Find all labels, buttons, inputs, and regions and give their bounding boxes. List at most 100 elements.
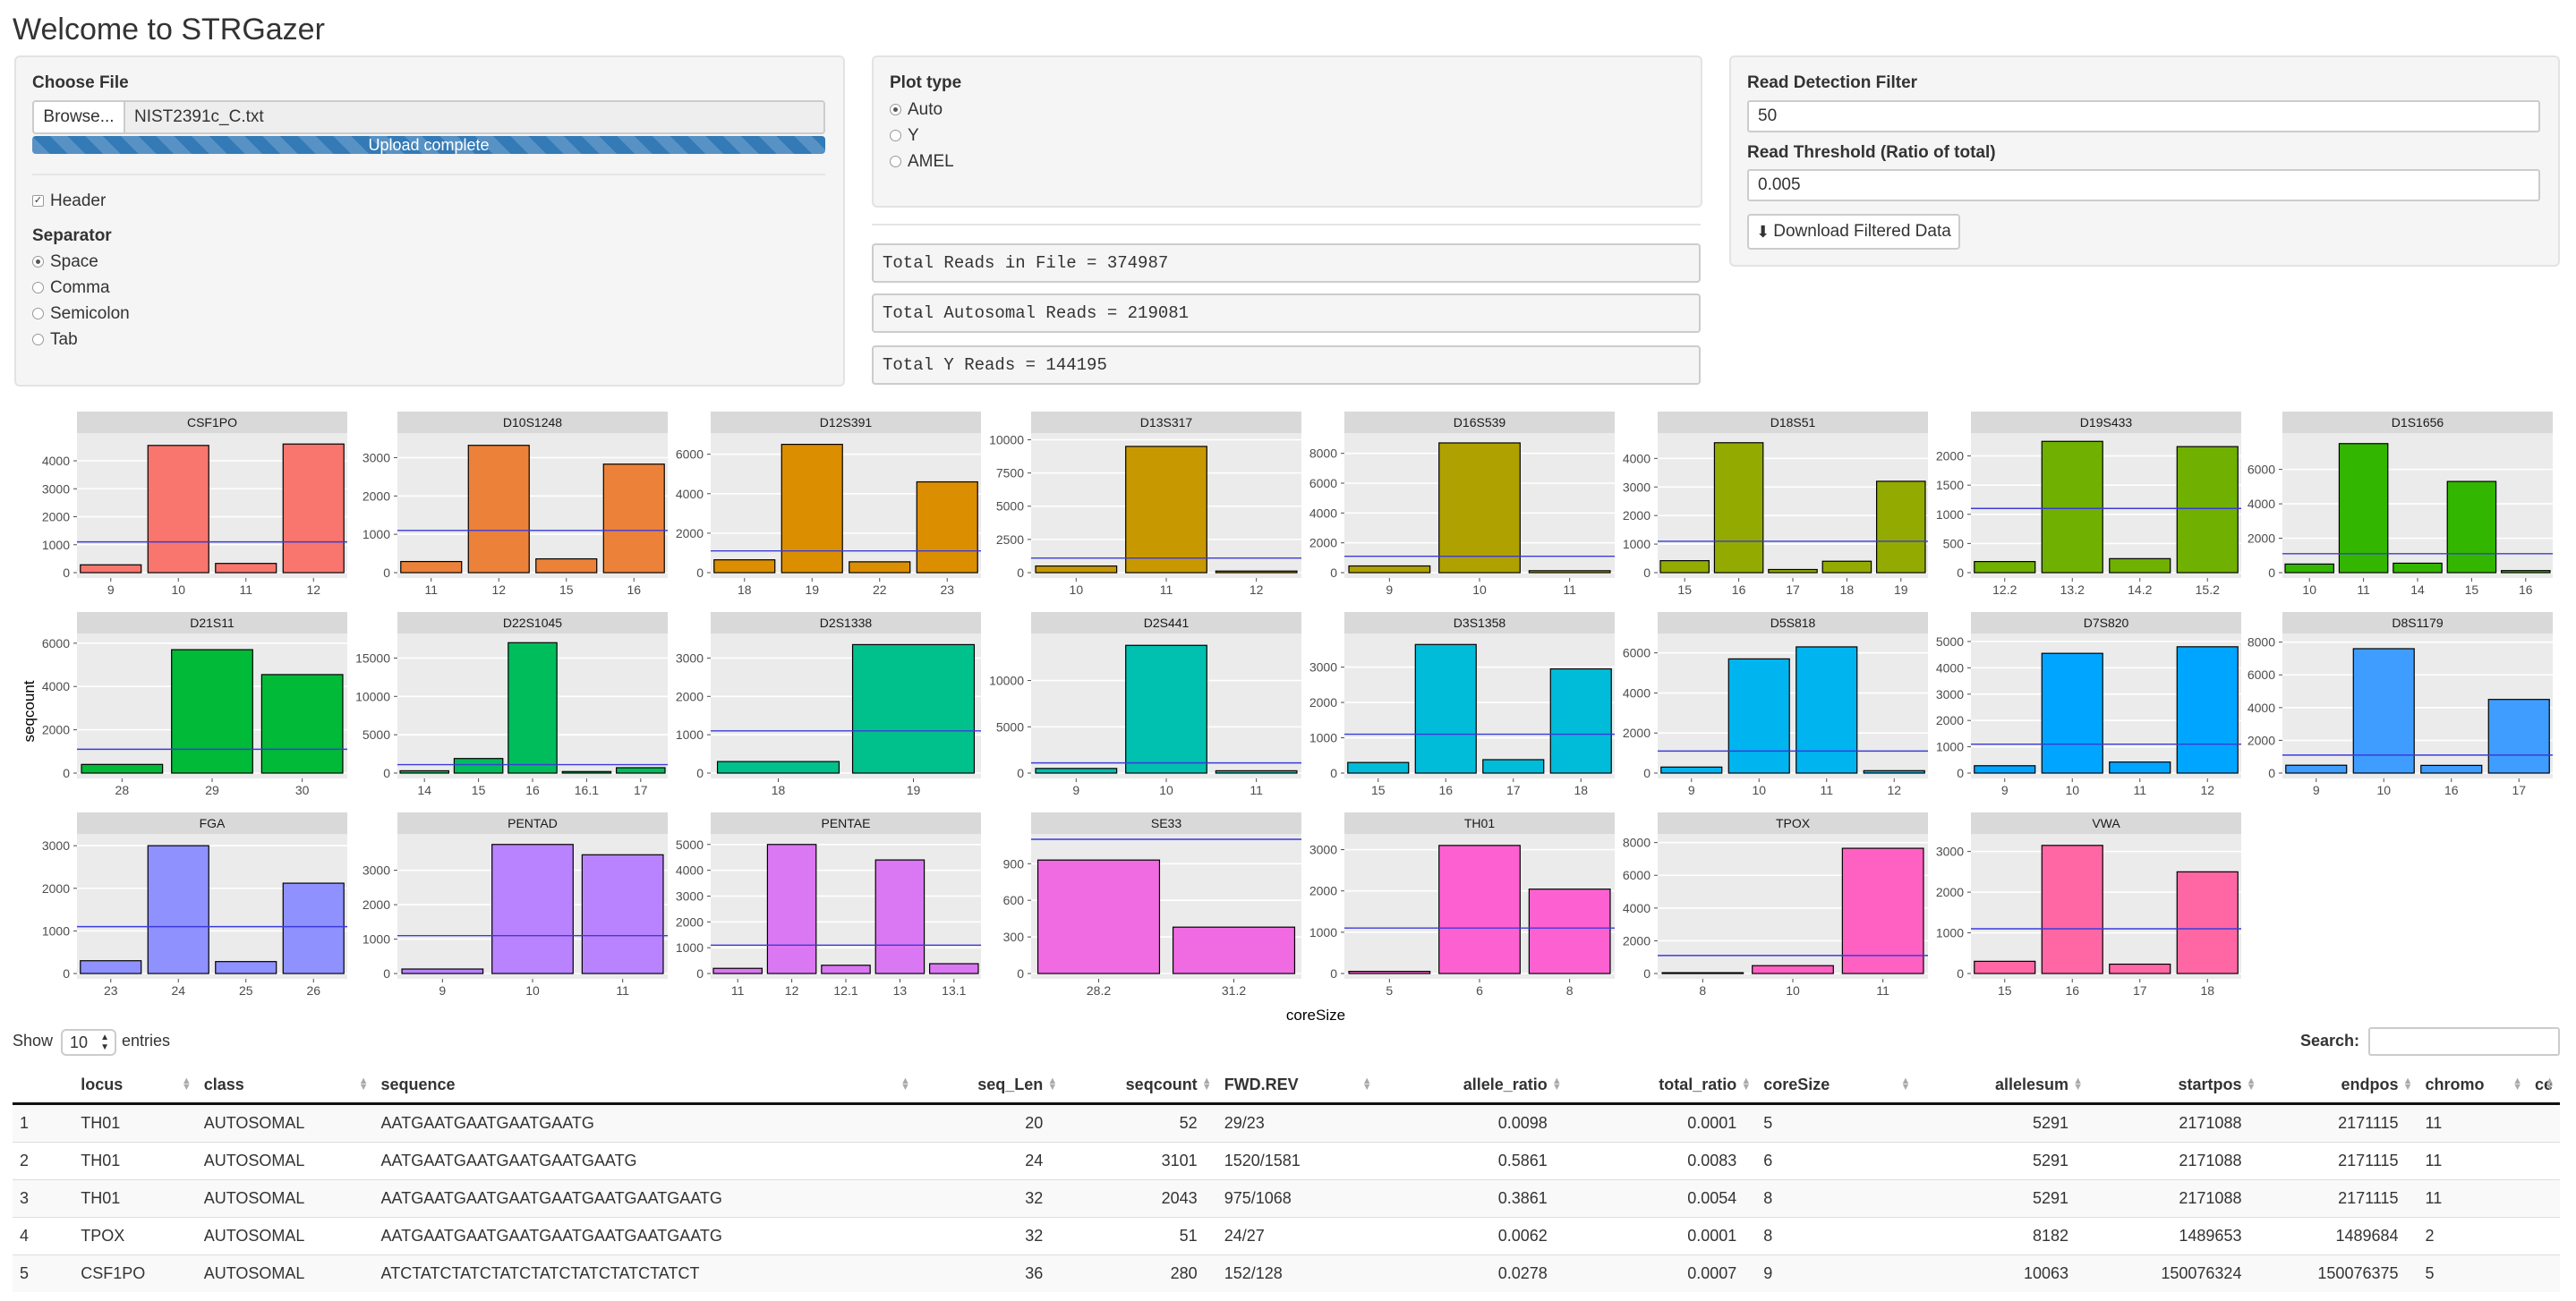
facet-strip-label: D5S818 xyxy=(1770,616,1816,630)
y-tick-label: 6000 xyxy=(1309,476,1337,490)
download-icon: ⬇ xyxy=(1756,222,1770,241)
col-sequence-header[interactable]: sequence ▲ ▼ xyxy=(373,1067,916,1105)
browse-button[interactable]: Browse... xyxy=(32,100,125,134)
bar xyxy=(874,859,925,974)
x-tick-label: 18 xyxy=(1574,783,1588,797)
y-tick-label: 3000 xyxy=(1623,480,1651,494)
table-cell-startpos: 150076324 xyxy=(2088,1254,2262,1292)
col-locus-header[interactable]: locus ▲ ▼ xyxy=(73,1067,197,1105)
table-cell-startpos: 2171088 xyxy=(2088,1142,2262,1180)
x-tick-label: 28 xyxy=(115,783,130,797)
x-tick-label: 10 xyxy=(1786,983,1800,998)
col-fwdrev-header[interactable]: FWD.REV ▲ ▼ xyxy=(1216,1067,1378,1105)
bar xyxy=(260,674,344,774)
y-tick-label: 3000 xyxy=(1936,845,1964,859)
col-label: total_ratio xyxy=(1659,1075,1737,1093)
col-allelesum-header[interactable]: allelesum ▲ ▼ xyxy=(1915,1067,2089,1105)
bar xyxy=(2109,761,2171,774)
separator-radio-tab[interactable] xyxy=(32,334,44,345)
bar xyxy=(508,642,558,774)
upload-progress-bar: Upload complete xyxy=(32,136,825,154)
sort-icon: ▲ ▼ xyxy=(1900,1076,1911,1093)
bar xyxy=(780,444,843,574)
facet-strip-label: D19S433 xyxy=(2080,415,2133,429)
facet-panel: D8S1179 0 2000 4000 6000 8000 9 10 16 17 xyxy=(2248,612,2553,797)
y-tick-label: 15000 xyxy=(355,650,390,665)
x-tick-label: 12 xyxy=(1887,783,1901,797)
x-tick-label: 14 xyxy=(417,783,431,797)
col-class-header[interactable]: class ▲ ▼ xyxy=(196,1067,374,1105)
facet-panel: SE33 0 300 600 900 28.2 31.2 xyxy=(1003,812,1301,998)
x-tick-label: 12.1 xyxy=(833,983,857,998)
table-cell-allele_ratio: 0.5861 xyxy=(1377,1142,1567,1180)
bar xyxy=(1438,845,1521,974)
download-filtered-button[interactable]: ⬇ Download Filtered Data xyxy=(1747,214,1960,250)
x-tick-label: 12 xyxy=(2200,783,2214,797)
table-cell-allele_ratio: 0.0062 xyxy=(1377,1217,1567,1255)
table-row: 1 TH01 AUTOSOMAL AATGAATGAATGAATGAATG 20 52 29… xyxy=(13,1103,2560,1143)
bar xyxy=(851,643,976,774)
sort-icon: ▲ ▼ xyxy=(2512,1076,2522,1093)
facet-panel: FGA 0 1000 2000 3000 23 24 25 26 xyxy=(42,812,347,998)
facet-strip-label: SE33 xyxy=(1151,816,1181,830)
col-total-ratio-header[interactable]: total_ratio ▲ ▼ xyxy=(1566,1067,1757,1105)
y-tick-label: 0 xyxy=(1957,565,1964,580)
sort-icon: ▲ ▼ xyxy=(1361,1076,1372,1093)
entries-select[interactable]: 10 ▲ ▼ xyxy=(61,1029,116,1056)
facet-panel: D13S317 0 2500 5000 7500 10000 10 11 12 xyxy=(989,412,1301,597)
x-tick-label: 9 xyxy=(1688,783,1695,797)
x-tick-label: 18 xyxy=(1840,582,1855,597)
col-allele-ratio-header[interactable]: allele_ratio ▲ ▼ xyxy=(1377,1067,1567,1105)
table-cell-allelesum: 5291 xyxy=(1915,1179,2089,1218)
y-tick-label: 900 xyxy=(1003,856,1025,871)
table-search-input[interactable] xyxy=(2368,1027,2560,1056)
table-cell-startpos: 2171088 xyxy=(2088,1103,2262,1143)
bar xyxy=(2176,871,2239,974)
separator-radio-comma[interactable] xyxy=(32,282,44,293)
facet-strip xyxy=(1971,612,2241,633)
bar xyxy=(1172,926,1296,974)
sort-icon: ▲ ▼ xyxy=(1047,1076,1058,1093)
facet-strip xyxy=(77,812,347,834)
y-tick-label: 2000 xyxy=(2248,531,2275,546)
bar xyxy=(2041,652,2103,774)
table-cell-FWD.REV: 1520/1581 xyxy=(1216,1142,1378,1180)
divider xyxy=(872,224,1701,225)
x-tick-label: 5 xyxy=(1386,983,1393,998)
header-checkbox[interactable]: ✓ xyxy=(32,195,44,207)
plot-type-option-y: Y xyxy=(908,126,919,145)
plot-type-radio-y[interactable] xyxy=(890,130,901,141)
x-tick-label: 15 xyxy=(559,582,574,597)
y-tick-label: 1000 xyxy=(42,538,70,552)
plot-type-radio-amel[interactable] xyxy=(890,156,901,167)
x-tick-label: 16 xyxy=(2519,582,2533,597)
table-header-row: locus ▲ ▼ class ▲ ▼ sequence ▲ ▼ seq_Len ▲ ▼ seq… xyxy=(13,1067,2560,1105)
x-tick-label: 10 xyxy=(2065,783,2079,797)
read-threshold-input[interactable]: 0.005 xyxy=(1747,169,2540,201)
separator-radio-semicolon[interactable] xyxy=(32,308,44,319)
y-tick-label: 1000 xyxy=(1936,507,1964,522)
col-seqlen-header[interactable]: seq_Len ▲ ▼ xyxy=(915,1067,1063,1105)
col-ce-header[interactable]: ce ▲ ▼ xyxy=(2527,1067,2560,1105)
y-tick-label: 2000 xyxy=(676,526,704,540)
y-tick-label: 2000 xyxy=(42,881,70,896)
x-tick-label: 9 xyxy=(1072,783,1079,797)
separator-label: Separator xyxy=(32,226,112,245)
col-coresize-header[interactable]: coreSize ▲ ▼ xyxy=(1756,1067,1916,1105)
plot-type-radio-auto[interactable] xyxy=(890,104,901,115)
entries-label: entries xyxy=(122,1032,171,1050)
read-detection-input[interactable]: 50 xyxy=(1747,100,2540,132)
col-seqcount-header[interactable]: seqcount ▲ ▼ xyxy=(1062,1067,1217,1105)
x-tick-label: 9 xyxy=(439,983,446,998)
facet-strip-label: D2S441 xyxy=(1144,616,1190,630)
col-endpos-header[interactable]: endpos ▲ ▼ xyxy=(2261,1067,2418,1105)
table-cell-chromo: 2 xyxy=(2418,1217,2528,1255)
table-cell-total_ratio: 0.0007 xyxy=(1566,1254,1757,1292)
y-tick-label: 4000 xyxy=(2248,701,2275,715)
y-tick-label: 5000 xyxy=(996,719,1024,734)
col-startpos-header[interactable]: startpos ▲ ▼ xyxy=(2088,1067,2262,1105)
bar xyxy=(1348,970,1431,974)
col-chromo-header[interactable]: chromo ▲ ▼ xyxy=(2418,1067,2528,1105)
col-label: locus xyxy=(81,1075,124,1093)
separator-radio-space[interactable] xyxy=(32,256,44,268)
